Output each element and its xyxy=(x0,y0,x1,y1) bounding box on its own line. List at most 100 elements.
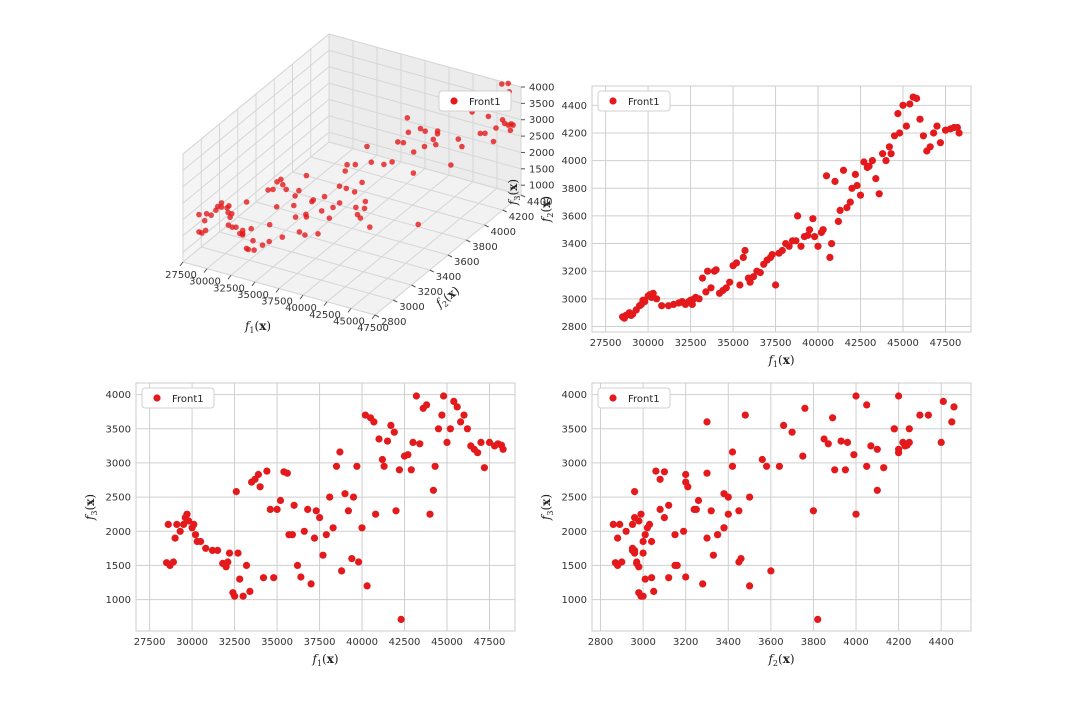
data-point xyxy=(426,510,434,518)
data-point xyxy=(185,517,193,525)
z-tick-label: 3000 xyxy=(529,115,554,126)
x-tick xyxy=(275,288,280,293)
data-point xyxy=(739,253,747,261)
data-point xyxy=(628,520,637,529)
data-point xyxy=(336,448,344,456)
data-point xyxy=(712,266,720,274)
data-point xyxy=(682,573,690,581)
y-tick-label: 2000 xyxy=(106,527,131,538)
data-point xyxy=(265,187,271,193)
x-tick-label: 35000 xyxy=(237,290,269,301)
z-gridline xyxy=(328,98,522,153)
data-point xyxy=(196,211,202,218)
data-point xyxy=(446,425,454,433)
data-point xyxy=(778,246,786,255)
data-point xyxy=(225,209,231,216)
data-point xyxy=(814,615,822,624)
data-point xyxy=(183,510,191,518)
data-point xyxy=(939,397,947,405)
data-point xyxy=(510,122,516,128)
data-point xyxy=(280,181,286,188)
data-point xyxy=(316,514,324,522)
data-point xyxy=(375,435,383,443)
data-point xyxy=(851,170,860,178)
data-point xyxy=(296,229,303,235)
data-point xyxy=(303,172,310,179)
data-point xyxy=(312,507,320,515)
data-point xyxy=(507,127,514,134)
x-tick xyxy=(323,301,328,307)
z-tick-label: 4000 xyxy=(529,83,554,94)
y-tick-label: 3200 xyxy=(562,267,587,278)
z-tick-label: 3500 xyxy=(529,99,554,110)
legend-box xyxy=(597,387,671,409)
data-point xyxy=(656,505,664,513)
data-point xyxy=(229,224,235,230)
data-point xyxy=(409,438,417,446)
data-point xyxy=(218,200,225,206)
data-point xyxy=(319,551,327,559)
y-tick xyxy=(393,299,398,303)
y-tick xyxy=(484,224,489,228)
data-point xyxy=(443,438,451,446)
z-axis-label: f3(x) xyxy=(506,179,522,206)
data-point xyxy=(474,449,482,457)
data-point xyxy=(639,549,647,557)
data-point xyxy=(852,510,860,518)
data-point xyxy=(279,234,286,240)
data-point xyxy=(820,435,828,443)
y-tick-label: 3500 xyxy=(562,424,587,435)
data-point xyxy=(243,245,250,252)
data-point xyxy=(351,189,358,195)
data-point xyxy=(805,226,814,234)
data-point xyxy=(276,496,285,505)
data-point xyxy=(190,520,198,529)
data-point xyxy=(895,445,903,453)
y-tick-label: 3400 xyxy=(436,272,461,283)
data-point xyxy=(259,574,268,582)
data-point xyxy=(321,193,328,200)
data-point xyxy=(863,462,871,470)
legend-box xyxy=(141,387,215,409)
z-gridline xyxy=(328,115,522,170)
data-point xyxy=(890,425,898,433)
data-point xyxy=(749,273,758,281)
data-point xyxy=(290,501,298,509)
data-point xyxy=(714,531,722,539)
data-point xyxy=(239,227,246,234)
data-point xyxy=(336,200,343,206)
legend-marker xyxy=(609,394,617,402)
x-tick xyxy=(227,274,232,280)
data-point xyxy=(863,401,871,409)
legend-label: Front1 xyxy=(172,394,204,405)
data-point xyxy=(293,561,302,570)
x-tick-label: 47500 xyxy=(474,637,506,648)
x-tick-label: 30000 xyxy=(632,338,664,349)
data-point xyxy=(236,575,244,583)
data-point xyxy=(283,186,290,193)
data-point xyxy=(653,295,661,303)
data-point xyxy=(344,161,350,168)
data-point xyxy=(895,392,903,400)
data-point xyxy=(273,204,280,210)
data-point xyxy=(772,281,780,289)
data-point xyxy=(767,567,775,575)
data-point xyxy=(278,176,284,183)
z-tick-label: 2500 xyxy=(529,132,554,143)
data-point xyxy=(392,507,400,515)
data-point xyxy=(224,558,232,566)
y-tick-label: 1000 xyxy=(106,595,131,606)
data-point xyxy=(381,161,387,168)
legend-marker xyxy=(450,97,458,105)
data-point xyxy=(410,170,417,176)
data-point xyxy=(390,428,398,436)
data-point xyxy=(887,150,895,158)
y-gridline xyxy=(274,186,467,241)
data-point xyxy=(463,425,471,433)
data-point xyxy=(775,462,784,470)
data-point xyxy=(707,507,715,515)
data-point xyxy=(499,445,507,453)
data-point xyxy=(736,281,744,289)
x-tick-label: 30000 xyxy=(176,637,208,648)
data-point xyxy=(826,253,834,261)
